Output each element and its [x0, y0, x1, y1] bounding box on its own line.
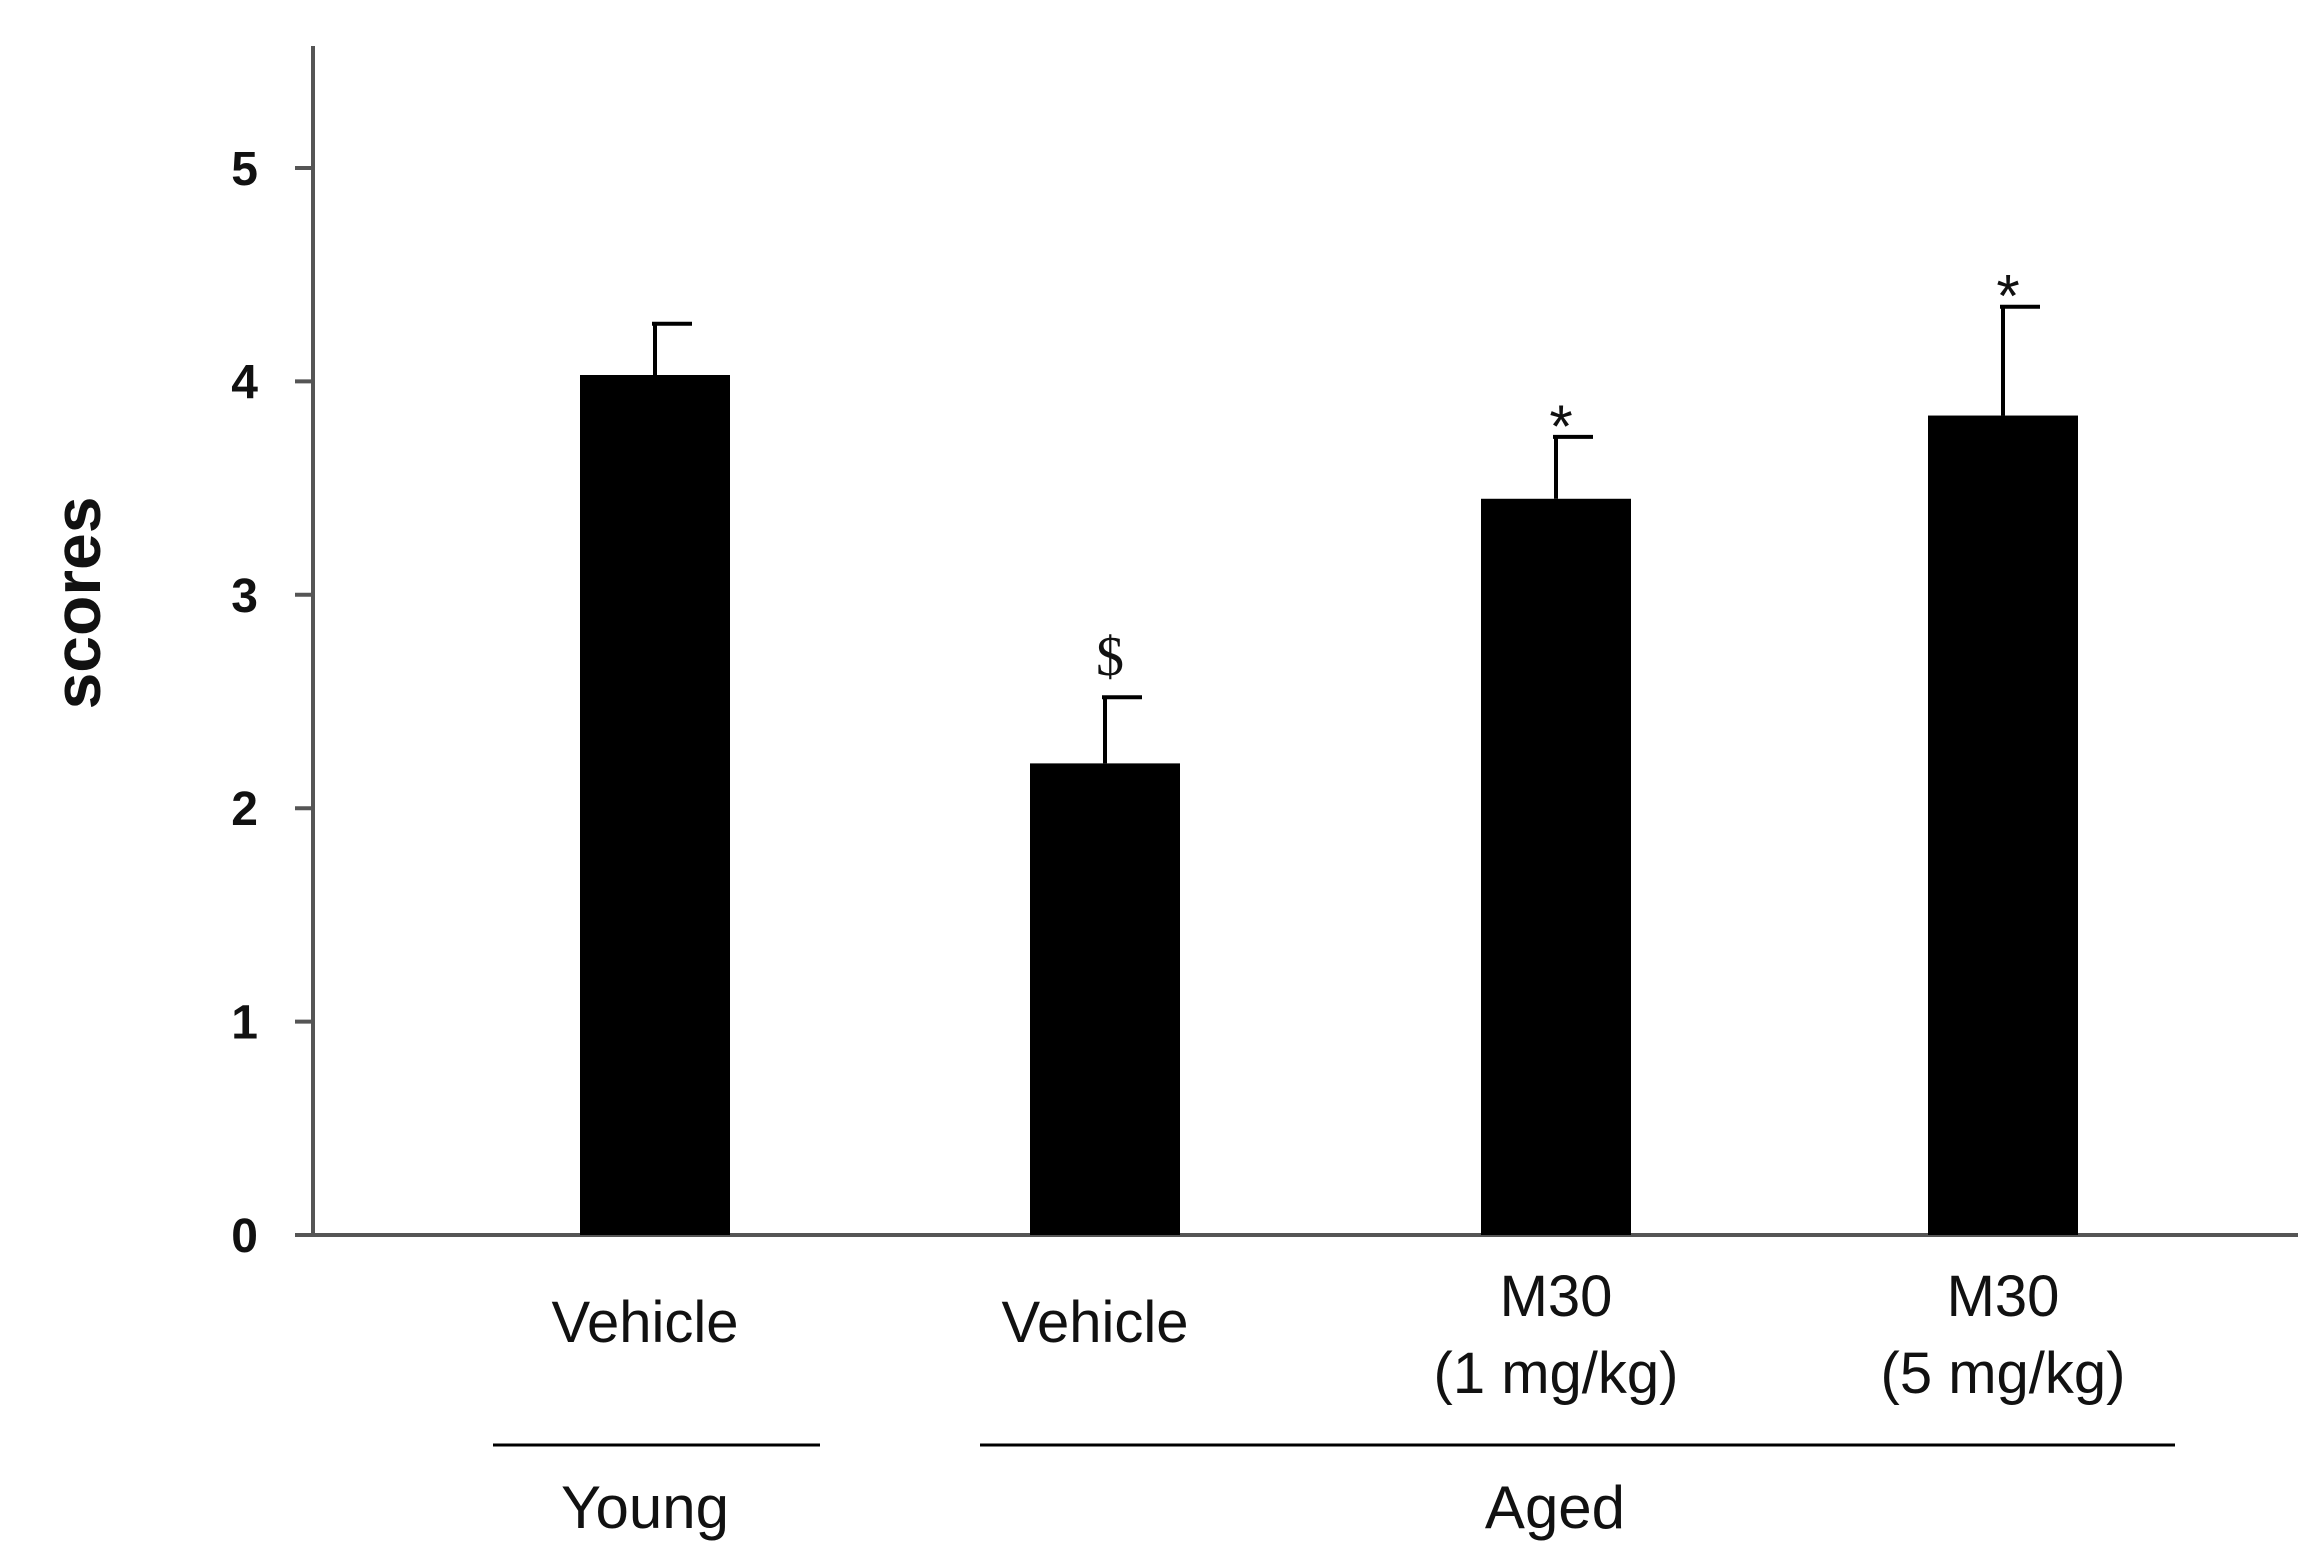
group-label-aged: Aged: [1485, 1474, 1625, 1541]
y-tick-label: 4: [231, 356, 258, 409]
x-tick-label: M30: [1500, 1264, 1613, 1329]
y-axis-label: scores: [40, 497, 114, 710]
significance-star: *: [1549, 393, 1572, 460]
bar: [580, 374, 730, 1235]
y-tick-label: 0: [231, 1210, 258, 1263]
y-tick-label: 3: [231, 570, 258, 623]
significance-star: *: [1996, 263, 2019, 330]
group-label-young: Young: [561, 1474, 729, 1541]
x-tick-label-sub: (1 mg/kg): [1434, 1341, 1679, 1406]
x-tick-label: M30: [1947, 1264, 2060, 1329]
x-tick-label-sub: (5 mg/kg): [1881, 1341, 2126, 1406]
bar: [1030, 763, 1180, 1235]
bar: [1928, 415, 2078, 1235]
x-tick-label: Vehicle: [1001, 1290, 1188, 1355]
y-tick-label: 2: [231, 783, 258, 836]
x-tick-label: Vehicle: [551, 1290, 738, 1355]
bars: [580, 304, 2078, 1235]
y-tick-label: 5: [231, 143, 258, 196]
significance-dollar: $: [1096, 626, 1124, 688]
labels: Vehicle $ Vehicle * M30 (1 mg/kg) * M30 (5 mg/kg…: [493, 263, 2175, 1541]
y-tick-label: 1: [231, 997, 258, 1050]
bar: [1481, 498, 1631, 1235]
